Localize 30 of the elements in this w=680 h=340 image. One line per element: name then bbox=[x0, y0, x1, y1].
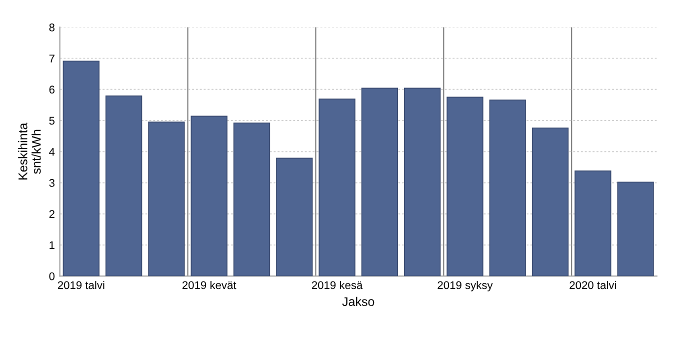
bar bbox=[148, 122, 185, 276]
y-tick-label: 5 bbox=[49, 116, 55, 125]
x-tick-label: 2019 kesä bbox=[312, 280, 363, 290]
bar bbox=[574, 170, 612, 276]
y-tick-label: 1 bbox=[50, 241, 54, 249]
bar bbox=[532, 128, 569, 276]
y-tick-label: 3 bbox=[49, 179, 54, 187]
bar bbox=[361, 88, 398, 276]
x-tick-label: 2019 syksy bbox=[438, 280, 493, 292]
x-axis-title: Jakso bbox=[342, 296, 374, 306]
x-tick-label: 2019 kevät bbox=[182, 280, 236, 290]
bar bbox=[276, 158, 313, 276]
y-axis-title: Keskihinta snt/kWh bbox=[18, 122, 41, 180]
x-tick-label: 2020 talvi bbox=[570, 280, 616, 290]
bar bbox=[446, 96, 484, 276]
y-tick-label: 0 bbox=[49, 272, 55, 280]
bar bbox=[190, 116, 228, 276]
bar bbox=[318, 98, 356, 276]
bar bbox=[105, 96, 142, 276]
bar bbox=[617, 182, 654, 276]
y-tick-label: 2 bbox=[49, 210, 54, 218]
y-tick-label: 4 bbox=[49, 148, 55, 156]
y-tick-label: 6 bbox=[49, 86, 54, 94]
bar bbox=[404, 88, 441, 276]
y-tick-label: 7 bbox=[49, 54, 54, 62]
y-tick-label: 8 bbox=[49, 23, 54, 32]
bar bbox=[62, 60, 100, 276]
bar bbox=[489, 100, 526, 276]
x-tick-label: 2019 talvi bbox=[58, 280, 104, 290]
bar bbox=[233, 122, 270, 276]
